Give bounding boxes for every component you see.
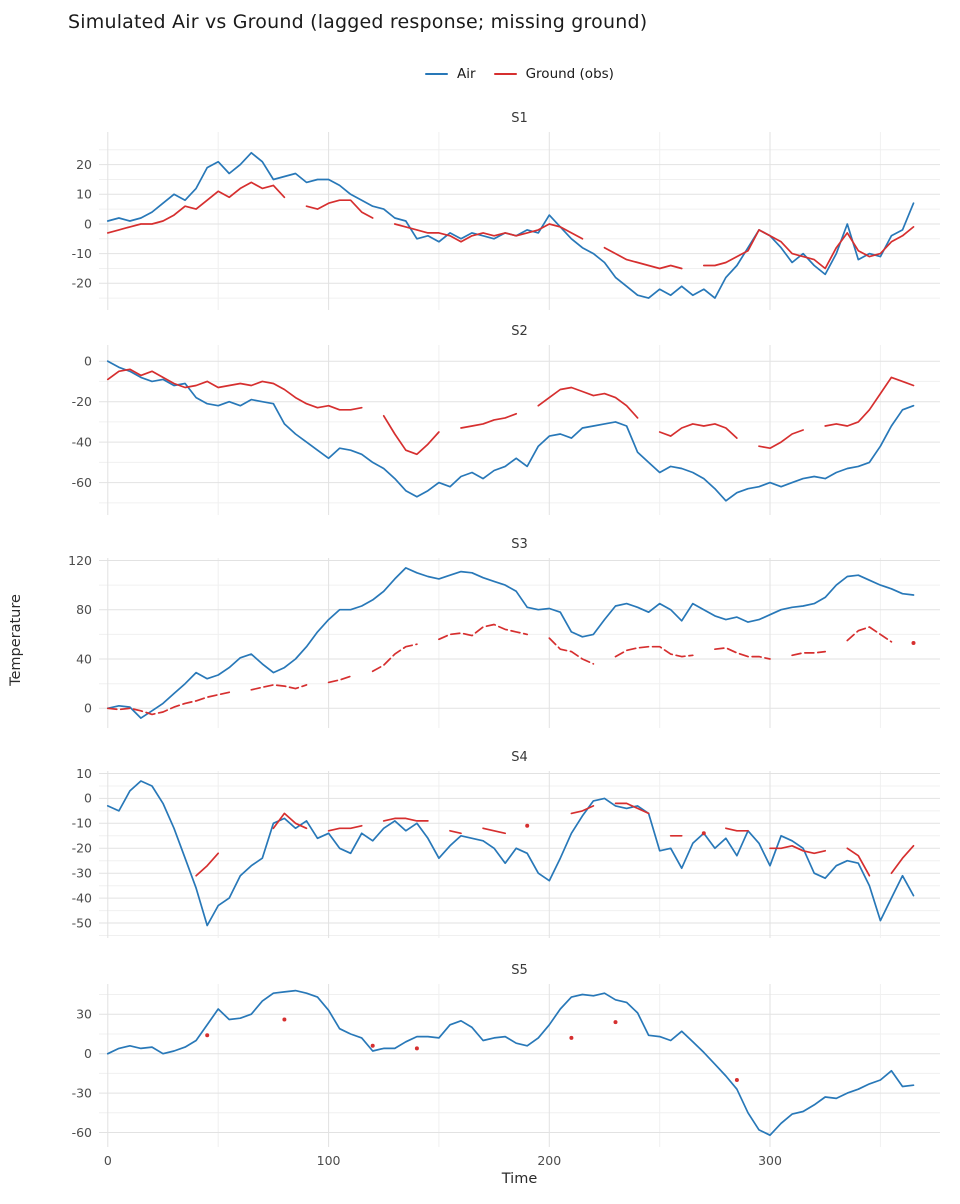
y-tick-label: -20 [72, 841, 92, 856]
ground-line [106, 368, 363, 411]
ground-line [449, 829, 462, 835]
ground-line [791, 650, 827, 657]
ground-line [890, 844, 915, 875]
legend: Air Ground (obs) [99, 66, 940, 82]
facet-title: S3 [511, 537, 528, 552]
x-tick-label: 300 [758, 1153, 782, 1168]
ground-line [714, 647, 771, 660]
legend-item-air: Air [425, 66, 476, 82]
ground-line [106, 181, 286, 234]
facet-title: S5 [511, 963, 528, 978]
chart-title: Simulated Air vs Ground (lagged response… [68, 11, 648, 33]
ground-line [482, 827, 507, 835]
x-tick-label: 200 [537, 1153, 561, 1168]
ground-line [658, 423, 738, 439]
y-tick-label: -60 [72, 475, 92, 490]
ground-line-point [525, 823, 530, 828]
y-tick-label: 30 [76, 1007, 92, 1022]
y-tick-label: 0 [84, 1046, 92, 1061]
ground-line [327, 824, 363, 832]
ground-line [846, 626, 893, 643]
ground-line [702, 226, 915, 270]
ground-line [305, 199, 374, 219]
ground-line [824, 376, 915, 427]
ground-line [725, 827, 749, 832]
x-tick-label: 0 [104, 1153, 112, 1168]
legend-item-ground: Ground (obs) [493, 66, 614, 82]
ground-line [438, 623, 529, 641]
y-tick-label: 0 [84, 791, 92, 806]
ground-line-point [205, 1033, 210, 1038]
ground-line [106, 691, 231, 716]
ground-line [382, 414, 440, 456]
ground-line [614, 802, 650, 815]
legend-label-air: Air [457, 66, 476, 82]
ground-line-swatch [493, 72, 517, 76]
air-line [106, 780, 915, 927]
ground-line [846, 847, 871, 877]
ground-line [570, 805, 595, 815]
ground-line [250, 684, 308, 691]
y-tick-label: 0 [84, 354, 92, 369]
y-tick-label: 0 [84, 216, 92, 231]
y-tick-label: 80 [76, 602, 92, 617]
y-tick-label: 20 [76, 157, 92, 172]
ground-line [382, 817, 429, 822]
ground-line-point [613, 1020, 618, 1025]
y-axis-label: Temperature [8, 594, 24, 686]
y-tick-label: 0 [84, 701, 92, 716]
y-tick-label: 120 [68, 553, 92, 568]
y-tick-label: 10 [76, 766, 92, 781]
facet-title: S1 [511, 111, 528, 126]
ground-line [614, 645, 694, 658]
y-tick-label: -30 [72, 866, 92, 881]
legend-label-ground: Ground (obs) [525, 66, 614, 82]
ground-line-point [282, 1017, 287, 1022]
y-tick-label: -20 [72, 394, 92, 409]
facet-title: S4 [511, 750, 528, 765]
y-tick-label: -30 [72, 1085, 92, 1100]
ground-line-point [569, 1035, 574, 1040]
ground-line [371, 643, 418, 673]
ground-line [769, 844, 827, 855]
air-line [106, 360, 915, 502]
ground-line [758, 429, 804, 450]
ground-line [327, 675, 352, 684]
air-line [106, 151, 915, 299]
air-line-swatch [425, 72, 449, 76]
y-tick-label: -60 [72, 1125, 92, 1140]
x-tick-label: 100 [317, 1153, 341, 1168]
y-tick-label: -40 [72, 434, 92, 449]
ground-line-point [370, 1043, 375, 1048]
ground-line [272, 812, 308, 830]
air-line [106, 989, 915, 1137]
air-line [106, 567, 915, 719]
ground-line [548, 637, 595, 665]
ground-line-point [701, 831, 706, 836]
y-tick-label: -20 [72, 276, 92, 291]
ground-line [195, 852, 220, 877]
y-tick-label: -10 [72, 246, 92, 261]
ground-line [393, 223, 584, 243]
ground-line-point [734, 1078, 739, 1082]
ground-line [603, 246, 683, 270]
facet-title: S2 [511, 324, 528, 339]
y-tick-label: -40 [72, 890, 92, 905]
ground-line [460, 412, 518, 429]
y-tick-label: -50 [72, 915, 92, 930]
y-tick-label: 40 [76, 651, 92, 666]
ground-line [537, 386, 639, 419]
y-tick-label: 10 [76, 187, 92, 202]
y-tick-label: -10 [72, 816, 92, 831]
ground-line-point [414, 1046, 419, 1051]
ground-line-point [911, 641, 916, 645]
x-axis-label: Time [501, 1171, 538, 1187]
